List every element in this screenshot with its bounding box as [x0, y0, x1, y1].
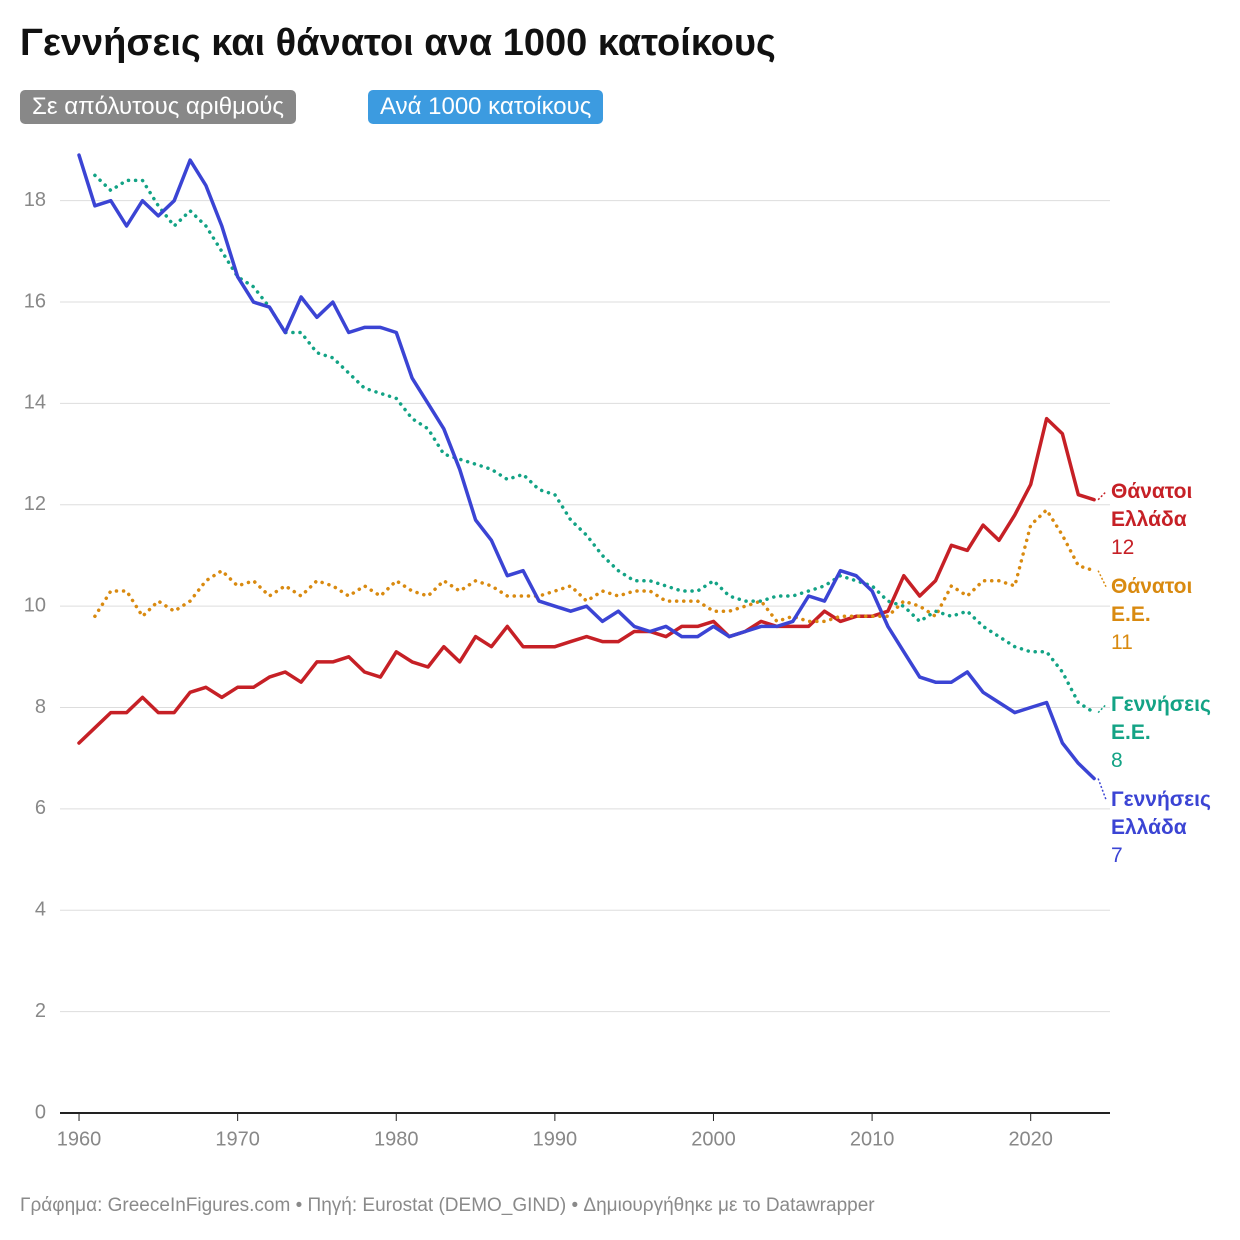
- series-line: [77, 153, 1096, 781]
- tab-button[interactable]: Σε απόλυτους αριθμούς: [20, 90, 296, 124]
- y-tick-label: 8: [35, 696, 46, 718]
- label-connector: [1097, 704, 1107, 714]
- y-tick-label: 12: [24, 493, 46, 515]
- end-value-label: 12: [1111, 535, 1135, 559]
- x-tick-label: 1960: [57, 1128, 102, 1150]
- series-label: Γεννήσεις Ελλάδα 7: [1111, 786, 1227, 870]
- series-line: [93, 173, 1096, 715]
- y-tick-label: 4: [35, 899, 46, 921]
- chart-title: Γεννήσεις και θάνατοι ανα 1000 κατοίκους: [20, 22, 776, 64]
- x-tick-label: 2020: [1008, 1128, 1053, 1150]
- series-label: Θάνατοι Ε.Ε. 11: [1111, 573, 1227, 657]
- y-tick-label: 14: [24, 392, 46, 414]
- y-tick-label: 6: [35, 797, 46, 819]
- y-tick-label: 0: [35, 1101, 46, 1123]
- y-tick-label: 10: [24, 594, 46, 616]
- x-tick-label: 2010: [850, 1128, 895, 1150]
- series-line: [93, 508, 1096, 624]
- end-value-label: 8: [1111, 748, 1123, 772]
- legend-entry: Θάνατοι Ελλάδα: [1111, 479, 1193, 531]
- series-line: [77, 416, 1096, 745]
- end-value-label: 11: [1111, 630, 1133, 654]
- x-tick-label: 1990: [533, 1128, 578, 1150]
- y-tick-label: 16: [24, 290, 46, 312]
- series-label: Γεννήσεις Ε.Ε. 8: [1111, 691, 1227, 775]
- label-connector: [1097, 491, 1107, 501]
- label-connector: [1097, 778, 1107, 800]
- x-tick-label: 1980: [374, 1128, 419, 1150]
- tab-button-active[interactable]: Ανά 1000 κατοίκους: [368, 90, 604, 124]
- label-connector: [1097, 570, 1107, 588]
- legend-entry: Γεννήσεις Ελλάδα: [1111, 787, 1211, 839]
- y-tick-label: 2: [35, 1000, 46, 1022]
- series-label: Θάνατοι Ελλάδα 12: [1111, 478, 1227, 562]
- legend-entry: Γεννήσεις Ε.Ε.: [1111, 692, 1211, 744]
- end-value-label: 7: [1111, 843, 1123, 867]
- footer: Γράφημα: GreeceInFigures.com • Πηγή: Eur…: [20, 1195, 875, 1216]
- legend-entry: Θάνατοι Ε.Ε.: [1111, 574, 1193, 626]
- y-tick-label: 18: [24, 189, 46, 211]
- x-tick-label: 1970: [215, 1128, 260, 1150]
- x-tick-label: 2000: [691, 1128, 736, 1150]
